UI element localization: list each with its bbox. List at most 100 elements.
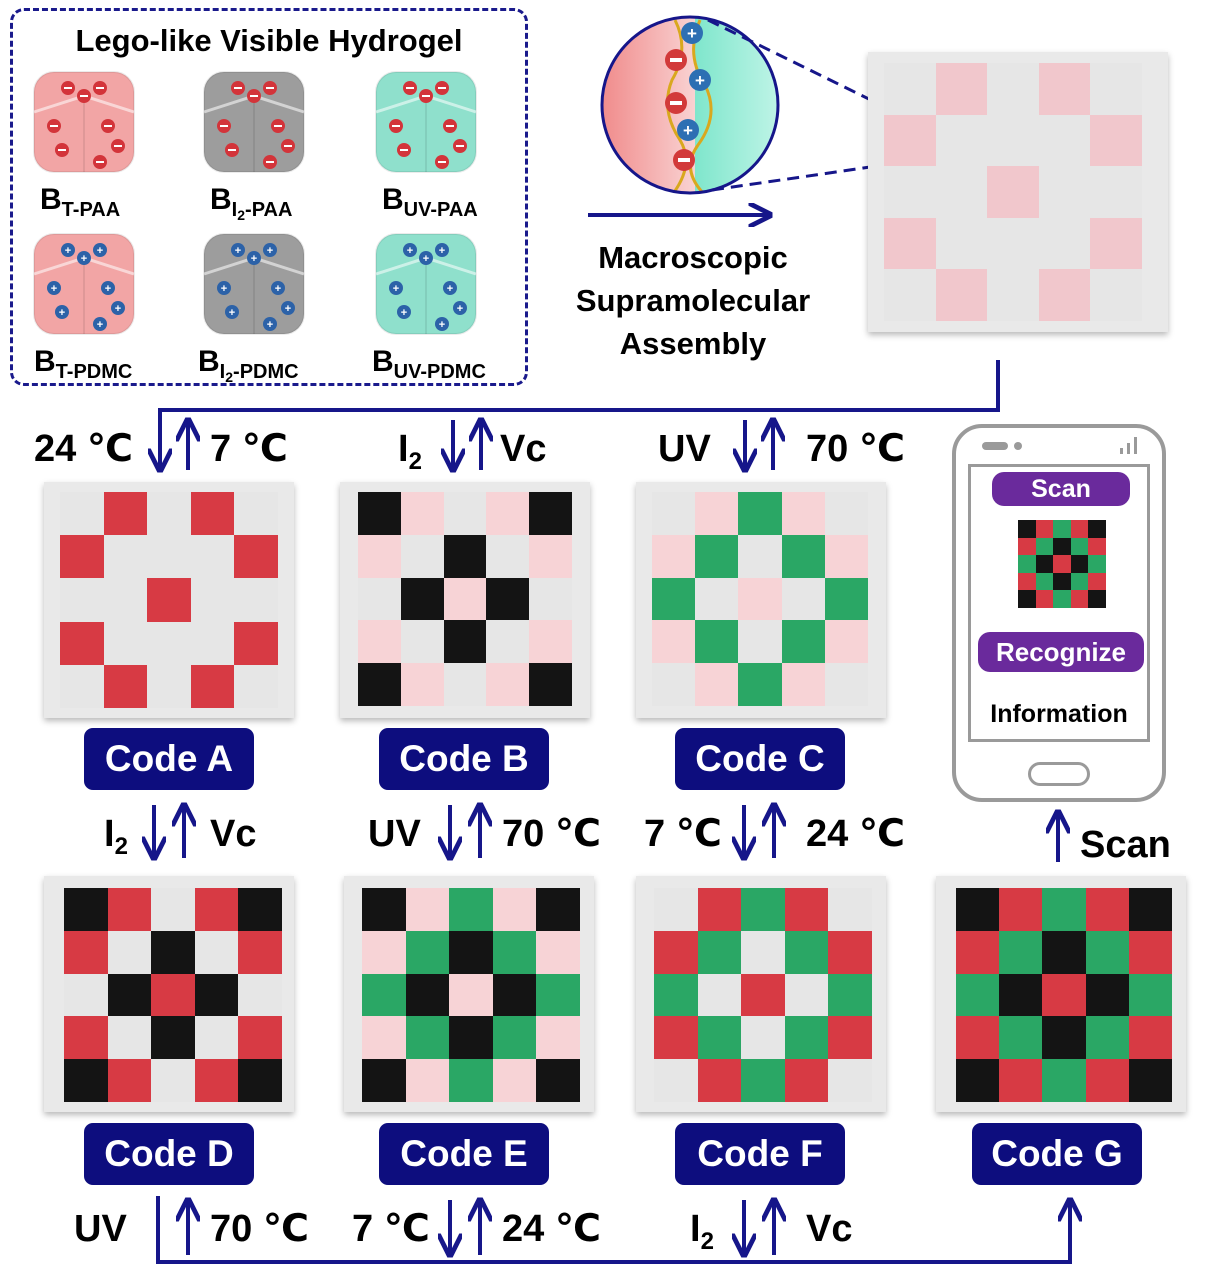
grid-cell xyxy=(1018,537,1036,556)
grid-cell xyxy=(1035,520,1054,538)
grid-cell xyxy=(784,1016,829,1060)
grid-cell xyxy=(987,114,1039,167)
grid-cell xyxy=(362,973,406,1017)
scan-label: Scan xyxy=(1080,824,1171,866)
code-c-grid xyxy=(636,482,886,718)
grid-cell xyxy=(60,621,104,665)
grid-cell xyxy=(1070,555,1089,573)
grid-cell xyxy=(529,663,572,706)
svg-text:+: + xyxy=(447,283,453,295)
grid-cell xyxy=(935,166,988,218)
grid-cell xyxy=(695,620,739,664)
transition-bottom-e-right: 24 ℃ xyxy=(502,1208,601,1250)
grid-cell xyxy=(529,492,572,535)
svg-text:+: + xyxy=(457,303,463,315)
grid-cell xyxy=(1088,555,1106,573)
grid-cell xyxy=(824,620,868,664)
grid-cell xyxy=(1090,114,1142,167)
grid-cell xyxy=(1090,217,1142,270)
code-a-grid xyxy=(44,482,294,718)
svg-text:+: + xyxy=(97,245,103,257)
process-label-line-1: Macroscopic xyxy=(598,240,788,275)
grid-cell xyxy=(151,973,195,1017)
hydrogel-legend: Lego-like Visible Hydrogel xyxy=(10,8,528,386)
svg-text:+: + xyxy=(407,245,413,257)
charge-markers: + + + xyxy=(665,22,711,171)
grid-cell xyxy=(238,930,282,974)
grid-cell xyxy=(486,577,530,621)
signal-icon xyxy=(1120,437,1137,454)
transition-a-left: 24 ℃ xyxy=(34,428,133,470)
grid-cell xyxy=(443,620,487,664)
grid-cell xyxy=(987,63,1039,115)
grid-cell xyxy=(828,888,872,931)
grid-cell xyxy=(1042,1016,1086,1060)
transition-bottom-f-left: I2 xyxy=(690,1208,714,1255)
grid-cell xyxy=(400,620,444,664)
grid-cell xyxy=(362,1016,406,1060)
grid-cell xyxy=(194,1016,239,1060)
grid-cell xyxy=(781,577,825,621)
grid-cell xyxy=(781,534,825,578)
code-d-label: Code D xyxy=(84,1123,254,1185)
grid-cell xyxy=(1070,537,1089,556)
grid-cell xyxy=(1018,520,1036,538)
grid-cell xyxy=(1053,555,1071,573)
grid-cell xyxy=(697,973,742,1017)
grid-cell xyxy=(190,535,235,579)
grid-cell xyxy=(654,930,698,974)
grid-cell xyxy=(697,888,742,931)
grid-cell xyxy=(103,664,148,708)
grid-cell xyxy=(147,535,191,579)
grid-cell xyxy=(492,930,537,974)
svg-text:+: + xyxy=(65,245,71,257)
grid-cell xyxy=(1088,590,1106,608)
grid-cell xyxy=(103,492,148,536)
grid-cell xyxy=(1035,572,1054,591)
grid-cell xyxy=(1038,114,1091,167)
phone-screen xyxy=(968,464,1150,742)
transition-c-right: 70 ℃ xyxy=(806,428,905,470)
svg-text:+: + xyxy=(695,71,705,90)
grid-cell xyxy=(64,1016,108,1060)
grid-cell xyxy=(536,930,580,974)
grid-cell xyxy=(405,1016,450,1060)
grid-cell xyxy=(1035,590,1054,608)
grid-cell xyxy=(1070,590,1089,608)
code-g-grid xyxy=(936,876,1186,1112)
scan-button[interactable]: Scan xyxy=(992,472,1130,506)
transition-bottom-d-right: 70 ℃ xyxy=(210,1208,309,1250)
grid-cell xyxy=(781,620,825,664)
grid-cell xyxy=(147,492,191,536)
grid-cell xyxy=(234,535,278,579)
grid-cell xyxy=(64,973,108,1017)
recognize-button[interactable]: Recognize xyxy=(978,632,1144,672)
grid-cell xyxy=(529,534,572,578)
grid-cell xyxy=(64,888,108,931)
process-label: Macroscopic Supramolecular Assembly xyxy=(548,236,838,365)
grid-cell xyxy=(529,577,572,621)
svg-text:+: + xyxy=(439,245,445,257)
grid-cell xyxy=(828,930,872,974)
grid-cell xyxy=(194,888,239,931)
grid-cell xyxy=(935,217,988,270)
grid-cell xyxy=(358,534,401,578)
code-b-grid xyxy=(340,482,590,718)
grid-cell xyxy=(147,664,191,708)
grid-cell xyxy=(103,535,148,579)
grid-cell xyxy=(103,578,148,622)
grid-cell xyxy=(405,973,450,1017)
grid-cell xyxy=(884,217,936,270)
grid-cell xyxy=(64,1059,108,1102)
grid-cell xyxy=(935,63,988,115)
transition-ad-left: I2 xyxy=(104,813,128,860)
grid-cell xyxy=(1085,973,1129,1017)
grid-cell xyxy=(828,973,872,1017)
grid-cell xyxy=(492,1059,537,1102)
speaker-icon xyxy=(982,442,1008,450)
home-button[interactable] xyxy=(1028,762,1090,786)
grid-cell xyxy=(1038,166,1091,218)
grid-cell xyxy=(884,114,936,167)
phone-qr-preview xyxy=(1018,520,1106,608)
grid-cell xyxy=(151,1016,195,1060)
